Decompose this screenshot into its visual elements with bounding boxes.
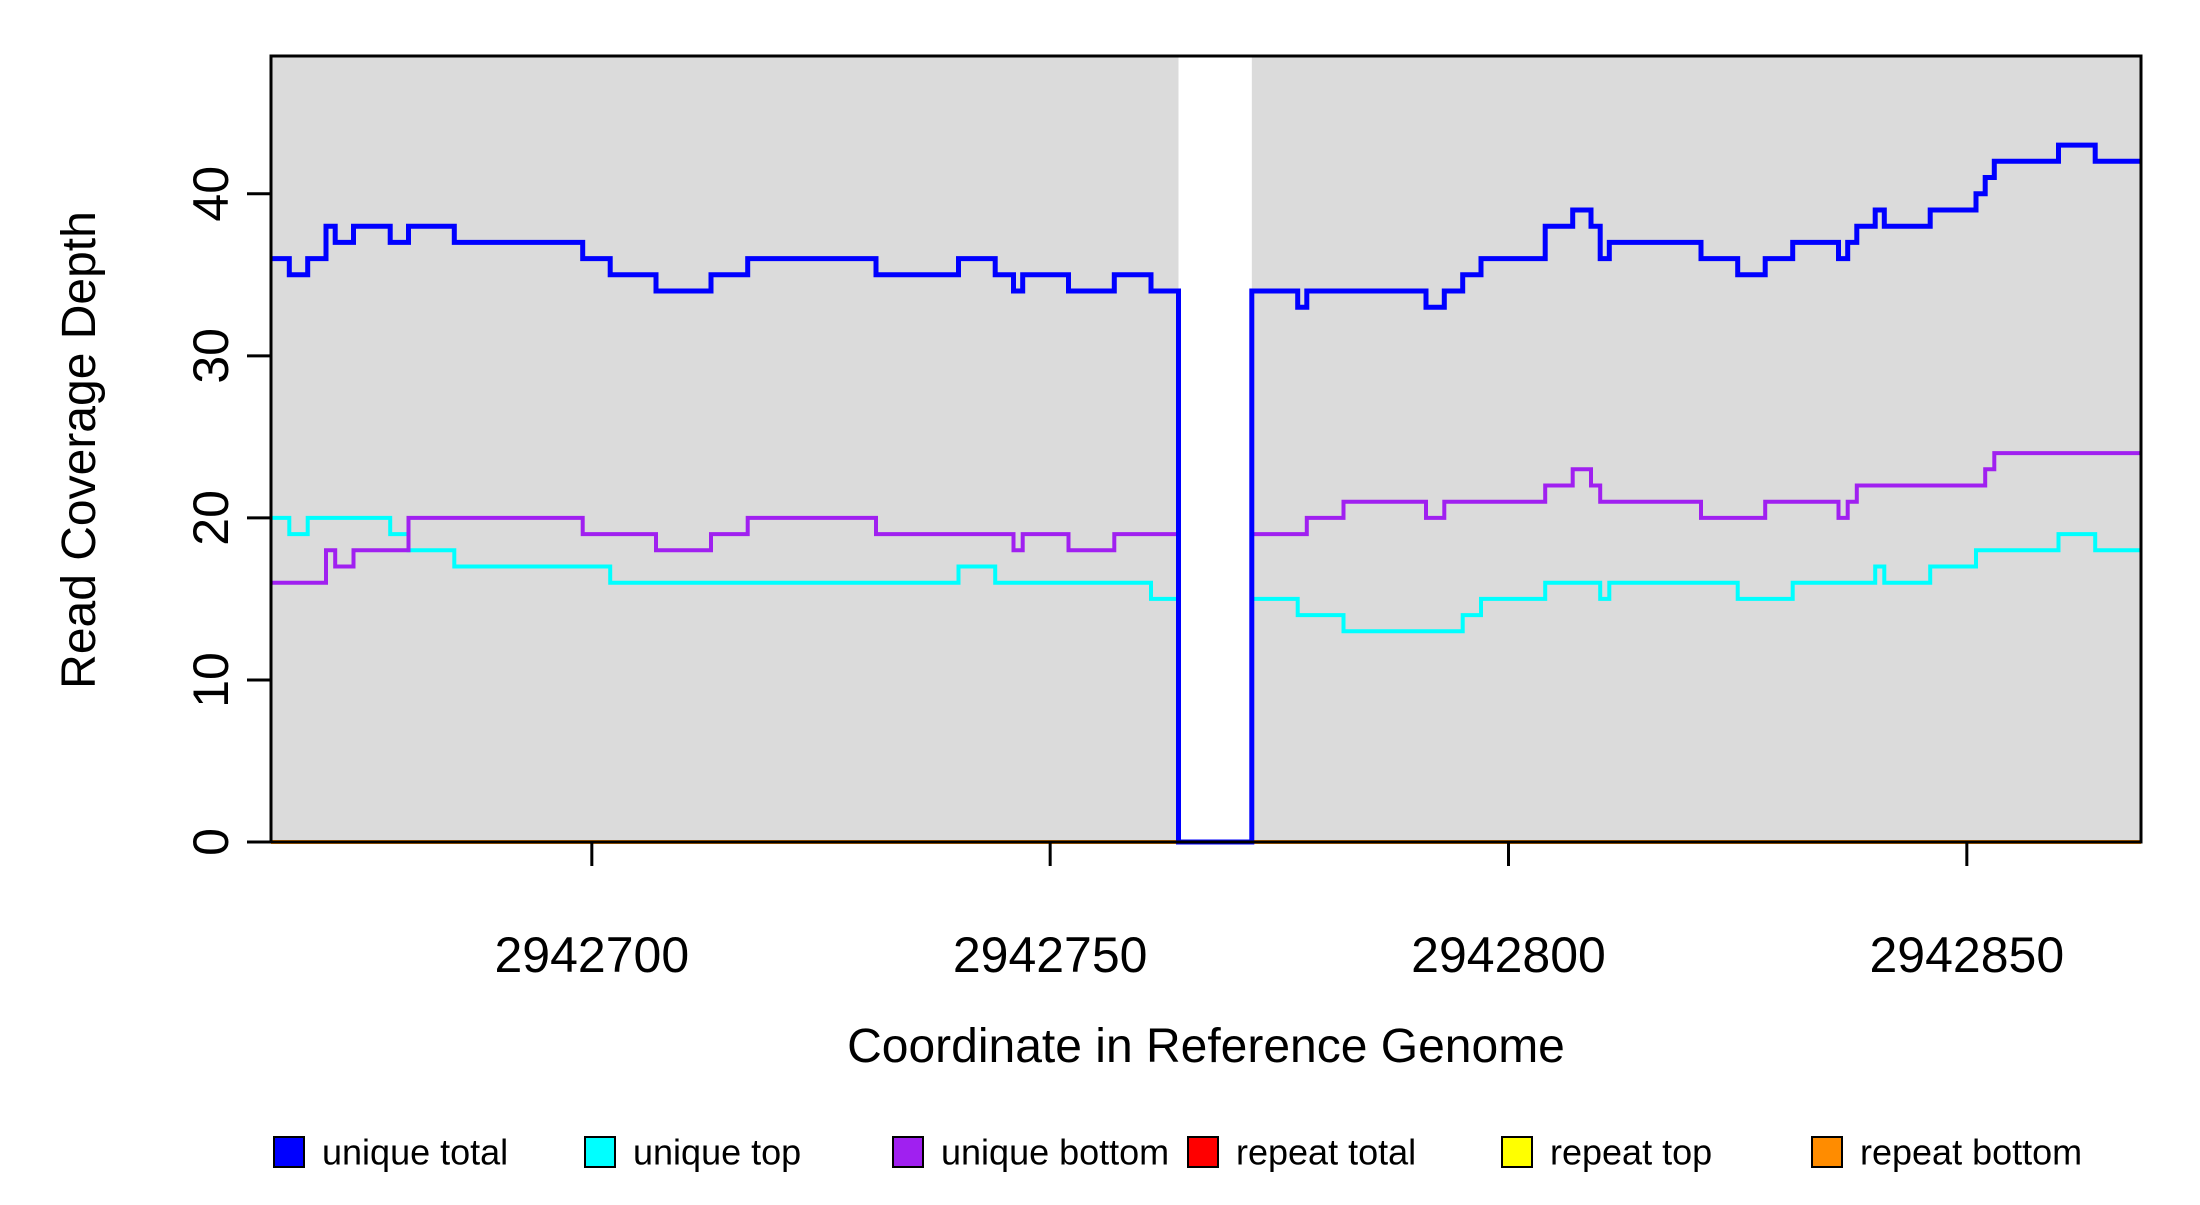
- y-tick-label: 40: [183, 166, 239, 222]
- y-axis: 0 10 20 30 40: [183, 166, 271, 856]
- legend-swatch-unique-top: [584, 1136, 616, 1168]
- legend-item-unique-bottom: unique bottom: [892, 1132, 1169, 1173]
- legend-item-repeat-top: repeat top: [1501, 1132, 1712, 1173]
- series-unique-top: [271, 515, 2141, 844]
- legend-item-unique-top: unique top: [584, 1132, 801, 1173]
- no-data-gap-region: [1178, 56, 1252, 842]
- x-tick-label: 2942800: [1411, 927, 1606, 983]
- legend-swatch-repeat-top: [1501, 1136, 1533, 1168]
- y-axis-title: Read Coverage Depth: [53, 211, 106, 689]
- legend-swatch-repeat-total: [1187, 1136, 1219, 1168]
- legend-label: unique top: [633, 1132, 801, 1173]
- series-unique-total: [271, 142, 2141, 845]
- x-tick-label: 2942750: [953, 927, 1148, 983]
- legend-label: unique bottom: [941, 1132, 1169, 1173]
- legend-swatch-unique-total: [273, 1136, 305, 1168]
- legend-label: repeat top: [1550, 1132, 1712, 1173]
- legend-swatch-repeat-bottom: [1811, 1136, 1843, 1168]
- y-tick-label: 0: [183, 828, 239, 856]
- legend-label: unique total: [322, 1132, 508, 1173]
- legend-label: repeat total: [1236, 1132, 1416, 1173]
- x-tick-label: 2942850: [1870, 927, 2065, 983]
- legend: unique total unique top unique bottom repea…: [273, 1132, 2082, 1173]
- legend-item-unique-total: unique total: [273, 1132, 508, 1173]
- x-axis: 2942700 2942750 2942800 2942850: [495, 842, 2065, 983]
- legend-label: repeat bottom: [1860, 1132, 2082, 1173]
- series-unique-bottom: [271, 451, 2141, 844]
- x-tick-label: 2942700: [495, 927, 690, 983]
- y-tick-label: 10: [183, 652, 239, 708]
- x-axis-title: Coordinate in Reference Genome: [847, 1020, 1565, 1073]
- y-tick-label: 20: [183, 490, 239, 546]
- plot-border: [269, 54, 2143, 844]
- y-tick-label: 30: [183, 328, 239, 384]
- legend-item-repeat-total: repeat total: [1187, 1132, 1416, 1173]
- legend-item-repeat-bottom: repeat bottom: [1811, 1132, 2082, 1173]
- legend-swatch-unique-bottom: [892, 1136, 924, 1168]
